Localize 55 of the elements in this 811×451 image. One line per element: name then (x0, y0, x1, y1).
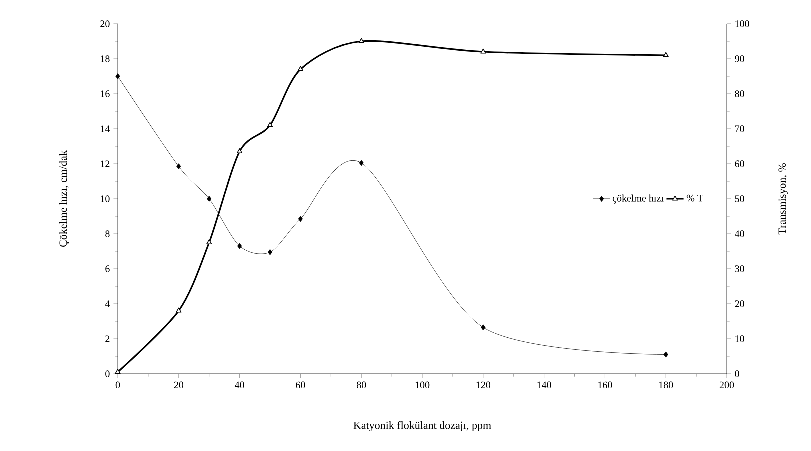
y-tick-label: 6 (106, 266, 110, 272)
point (481, 324, 486, 331)
y2-tick-label: 40 (734, 230, 744, 238)
y2-tick-label: 90 (735, 56, 744, 62)
y-tick-label: 16 (101, 90, 110, 98)
x-tick-label: 100 (416, 382, 430, 389)
y2-tick-label: 70 (735, 126, 744, 132)
x-tick-label: 140 (538, 382, 552, 389)
x-tick-label: 160 (598, 382, 612, 389)
x-tick-label: 40 (234, 382, 244, 389)
y-tick-label: 18 (101, 56, 110, 62)
point (207, 196, 212, 202)
point (176, 164, 182, 170)
point (176, 308, 182, 313)
y2-tick-label: 0 (735, 370, 740, 378)
y2-tick-label: 10 (736, 336, 744, 342)
x-tick-label: 60 (296, 382, 306, 389)
x-tick-label: 0 (116, 382, 120, 389)
point (238, 243, 242, 250)
y2-tick-label: 50 (735, 196, 744, 202)
point (298, 66, 304, 72)
y-tick-label: 14 (101, 126, 110, 132)
x-tick-label: 180 (659, 382, 674, 389)
point (236, 148, 243, 154)
x-tick-label: 20 (174, 382, 184, 389)
y-tick-label: 8 (106, 230, 110, 238)
point (116, 74, 120, 80)
point (358, 38, 364, 44)
y2-tick-label: 60 (735, 160, 744, 168)
point (359, 160, 364, 166)
y-tick-label: 2 (106, 336, 110, 342)
y-tick-label: 4 (105, 300, 110, 308)
point (298, 216, 304, 222)
point (663, 52, 669, 58)
y2-axis-title: Transmisyon, % (778, 164, 788, 235)
y-tick-label: 0 (106, 370, 110, 378)
y2-tick-label: 30 (735, 266, 744, 272)
point (206, 240, 212, 245)
x-tick-label: 120 (476, 382, 491, 389)
y-axis-title: Çökelme hızı, cm/dak (59, 150, 70, 247)
y-tick-label: 20 (100, 20, 110, 28)
point (664, 352, 668, 358)
y2-tick-label: 80 (735, 90, 744, 98)
x-tick-label: 80 (356, 382, 366, 389)
point (480, 48, 486, 54)
y2-tick-label: 20 (735, 300, 744, 308)
y-tick-label: 12 (101, 160, 110, 168)
point (268, 249, 273, 256)
x-tick-label: 200 (720, 382, 734, 389)
y-tick-label: 10 (101, 196, 110, 202)
legend-label: çökelme hızı (612, 194, 664, 204)
y2-tick-label: 100 (736, 20, 750, 28)
x-axis-title: Katyonik flokülant dozajı, ppm (354, 421, 492, 432)
legend-label: % T (686, 194, 704, 202)
point (267, 122, 274, 128)
